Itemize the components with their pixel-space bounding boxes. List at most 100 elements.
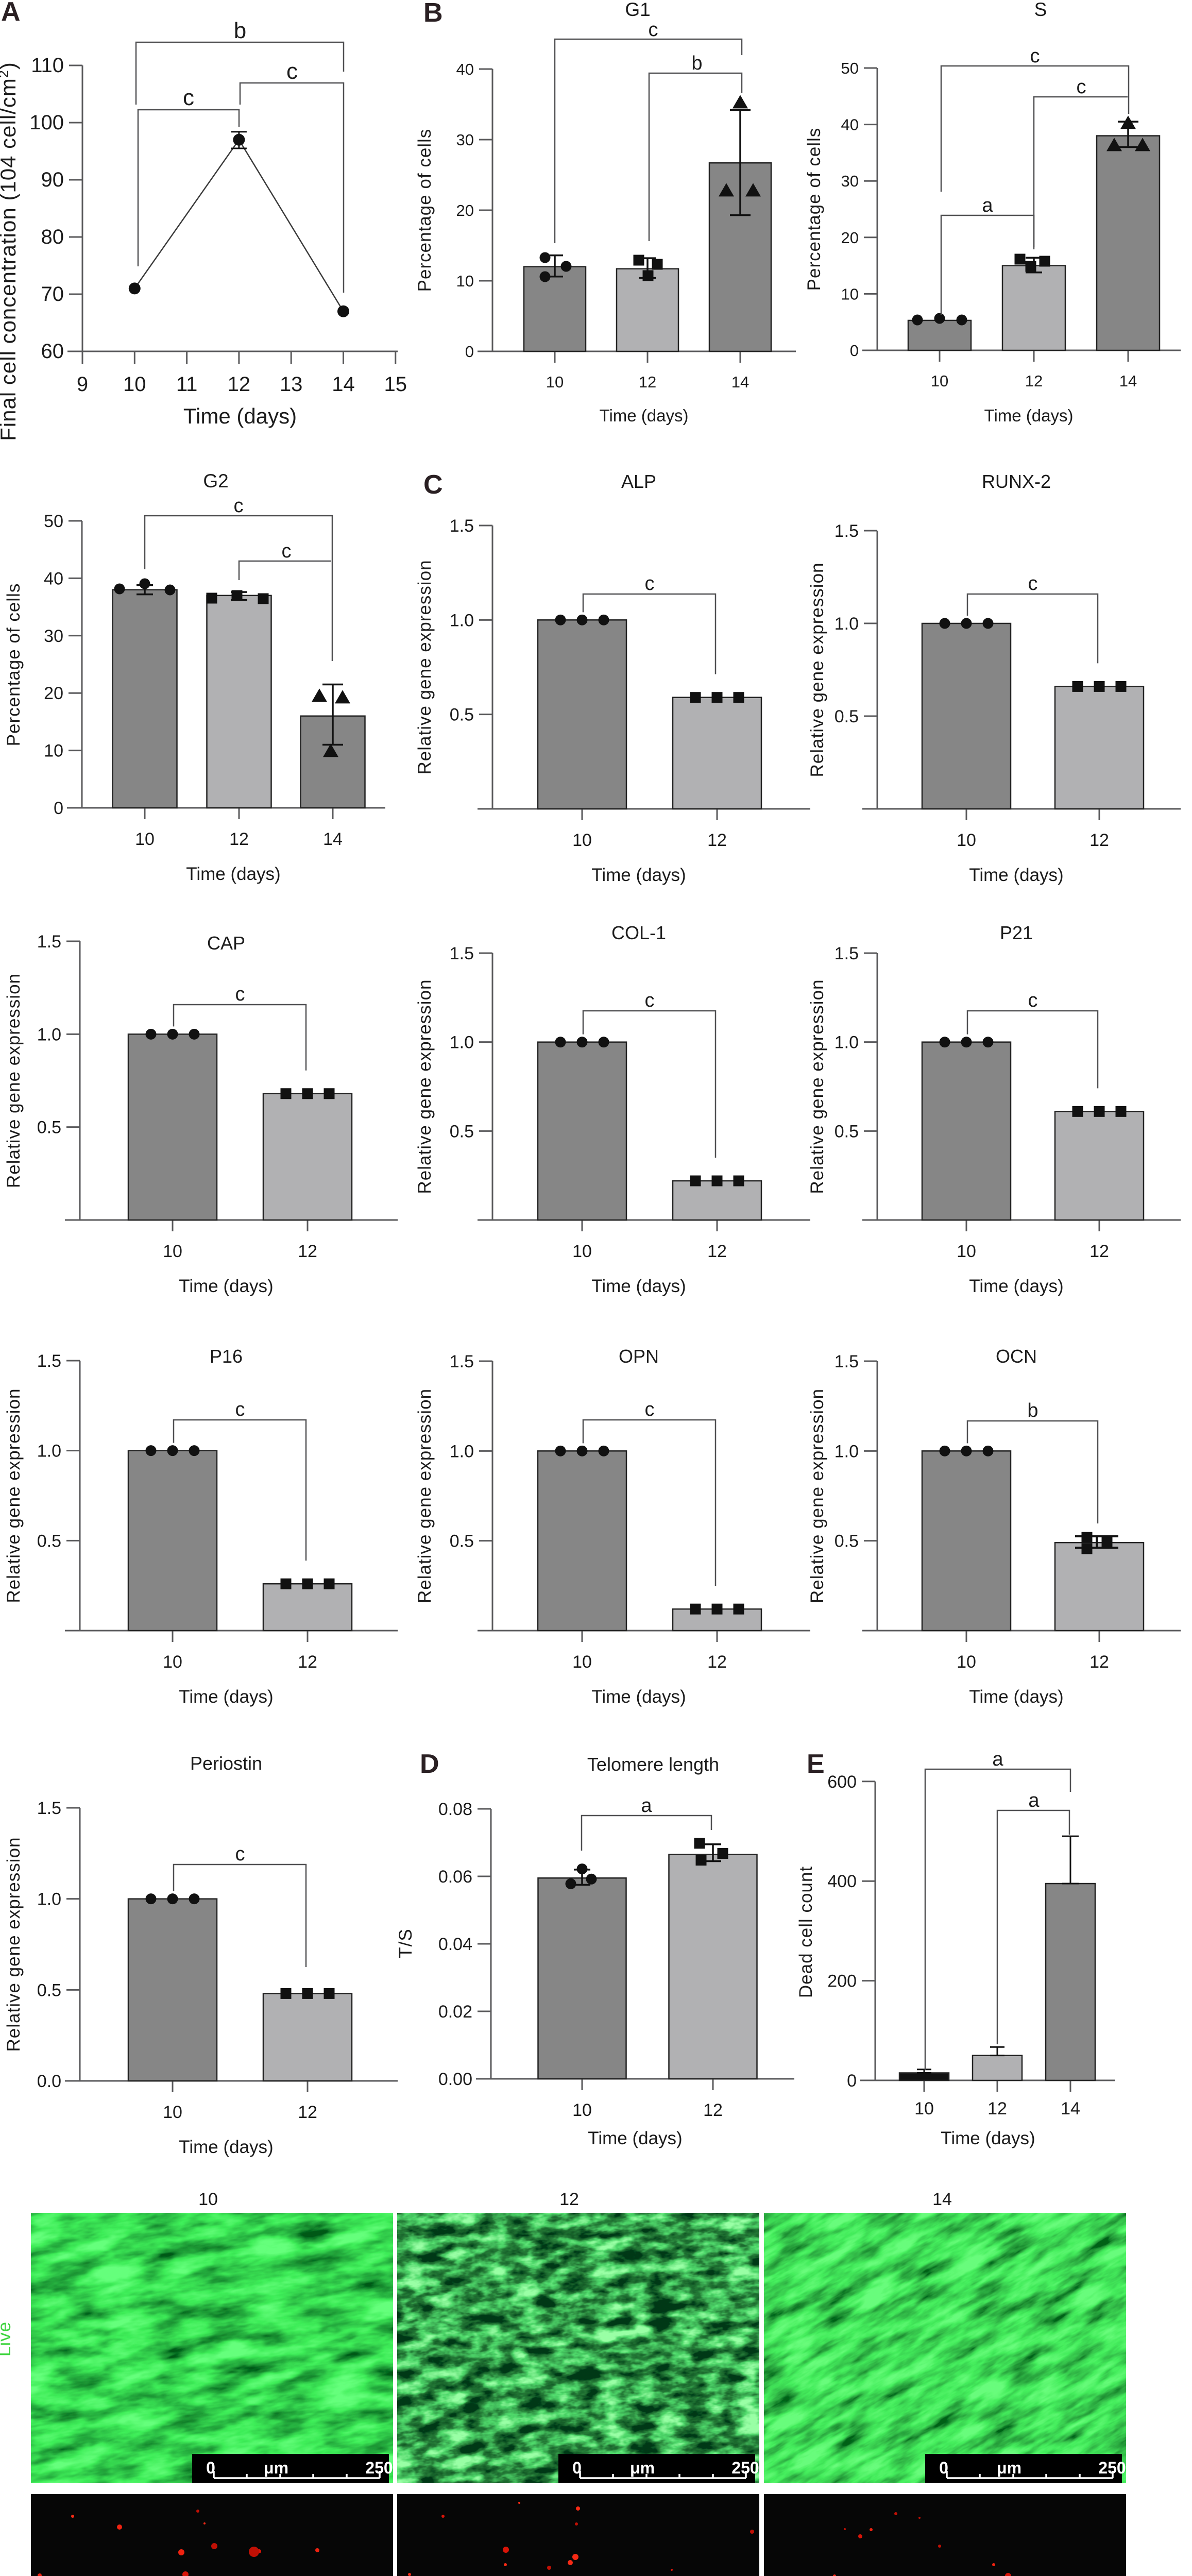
svg-text:9: 9 [77, 373, 88, 396]
svg-text:a: a [1028, 1790, 1040, 1811]
svg-text:0: 0 [847, 2071, 857, 2091]
svg-text:D: D [420, 1749, 439, 1779]
svg-text:OPN: OPN [619, 1346, 659, 1367]
svg-text:0.5: 0.5 [450, 1532, 474, 1551]
svg-text:1.5: 1.5 [450, 516, 474, 536]
svg-text:20: 20 [44, 684, 63, 703]
svg-text:50: 50 [841, 59, 859, 77]
svg-text:10: 10 [135, 829, 155, 849]
svg-text:c: c [1028, 573, 1038, 595]
svg-text:10: 10 [572, 2100, 592, 2120]
svg-text:10: 10 [572, 831, 592, 850]
svg-text:12: 12 [987, 2099, 1007, 2119]
svg-text:0.5: 0.5 [835, 1532, 859, 1551]
svg-text:Time (days): Time (days) [179, 1687, 273, 1707]
svg-text:Time (days): Time (days) [941, 2128, 1035, 2148]
svg-text:b: b [234, 18, 246, 43]
svg-text:1.0: 1.0 [37, 1025, 61, 1044]
svg-text:c: c [235, 984, 245, 1005]
svg-text:40: 40 [44, 569, 63, 588]
svg-text:80: 80 [41, 226, 64, 248]
svg-text:Live: Live [0, 2321, 14, 2357]
svg-text:Final cell concentration (104: Final cell concentration (104 cell/cm2) [0, 62, 20, 441]
svg-text:12: 12 [707, 831, 727, 850]
svg-text:a: a [982, 195, 993, 216]
svg-text:10: 10 [546, 373, 564, 391]
svg-text:30: 30 [456, 131, 474, 149]
svg-text:12: 12 [703, 2100, 723, 2120]
svg-text:c: c [645, 573, 655, 595]
svg-text:c: c [1030, 45, 1040, 67]
svg-text:0.5: 0.5 [835, 707, 859, 726]
svg-text:90: 90 [41, 168, 64, 191]
svg-text:1.5: 1.5 [37, 932, 61, 952]
svg-text:Telomere length: Telomere length [587, 1754, 719, 1775]
svg-text:P16: P16 [210, 1346, 243, 1367]
svg-text:0.02: 0.02 [438, 2002, 472, 2022]
svg-text:30: 30 [44, 626, 63, 646]
svg-text:c: c [183, 85, 194, 110]
svg-text:15: 15 [384, 373, 407, 396]
svg-text:Time (days): Time (days) [183, 404, 297, 428]
svg-text:c: c [649, 19, 658, 41]
svg-text:10: 10 [456, 272, 474, 290]
svg-text:12: 12 [1025, 372, 1043, 390]
svg-text:10: 10 [163, 1652, 182, 1672]
svg-text:c: c [645, 1399, 655, 1420]
svg-text:10: 10 [163, 2103, 182, 2122]
svg-text:Time (days): Time (days) [588, 2128, 682, 2148]
svg-text:14: 14 [932, 2190, 952, 2209]
svg-text:12: 12 [1089, 1652, 1109, 1672]
svg-text:Relative gene expression: Relative gene expression [415, 979, 435, 1194]
svg-text:Time (days): Time (days) [969, 1687, 1063, 1707]
svg-text:c: c [1077, 76, 1086, 98]
svg-text:OCN: OCN [996, 1346, 1037, 1367]
svg-text:0: 0 [465, 343, 474, 361]
svg-text:0.04: 0.04 [438, 1935, 472, 1954]
svg-text:S: S [1034, 0, 1047, 20]
svg-text:a: a [992, 1749, 1003, 1770]
svg-text:1.0: 1.0 [450, 1033, 474, 1053]
svg-text:0.5: 0.5 [37, 1531, 61, 1551]
svg-text:50: 50 [44, 512, 63, 531]
svg-text:Time (days): Time (days) [591, 865, 686, 885]
svg-text:20: 20 [841, 229, 859, 247]
svg-text:200: 200 [827, 1972, 857, 1991]
svg-text:14: 14 [1119, 372, 1137, 390]
svg-text:12: 12 [229, 829, 249, 849]
svg-text:20: 20 [456, 201, 474, 219]
svg-text:Time (days): Time (days) [600, 406, 689, 425]
svg-text:0: 0 [54, 799, 63, 818]
svg-text:Percentage of cells: Percentage of cells [4, 583, 24, 747]
svg-text:100: 100 [29, 111, 64, 134]
svg-text:10: 10 [44, 741, 63, 761]
svg-text:1.5: 1.5 [37, 1799, 61, 1818]
svg-text:G1: G1 [625, 0, 650, 20]
svg-text:Time (days): Time (days) [969, 865, 1063, 885]
svg-text:400: 400 [827, 1872, 857, 1891]
svg-text:0.0: 0.0 [37, 2072, 61, 2091]
svg-text:1.5: 1.5 [450, 944, 474, 963]
svg-text:T/S: T/S [396, 1928, 416, 1958]
svg-text:Time (days): Time (days) [179, 1276, 273, 1296]
svg-text:Relative gene expression: Relative gene expression [415, 1388, 435, 1603]
svg-text:1.0: 1.0 [37, 1442, 61, 1461]
svg-text:10: 10 [198, 2190, 218, 2209]
svg-text:10: 10 [931, 372, 948, 390]
svg-text:CAP: CAP [207, 933, 245, 954]
svg-text:c: c [235, 1399, 245, 1420]
svg-text:1.0: 1.0 [835, 1442, 859, 1461]
svg-text:110: 110 [31, 54, 64, 77]
svg-text:Time (days): Time (days) [969, 1276, 1063, 1296]
svg-text:Percentage of cells: Percentage of cells [804, 128, 824, 291]
svg-text:0.00: 0.00 [438, 2070, 472, 2089]
svg-text:1.0: 1.0 [450, 611, 474, 630]
svg-text:70: 70 [41, 283, 64, 306]
svg-text:0.08: 0.08 [438, 1800, 472, 1819]
svg-text:10: 10 [123, 373, 146, 396]
svg-text:0.5: 0.5 [450, 705, 474, 725]
svg-text:12: 12 [639, 373, 656, 391]
svg-text:c: c [282, 540, 292, 562]
svg-text:A: A [1, 0, 21, 27]
svg-text:600: 600 [827, 1772, 857, 1792]
